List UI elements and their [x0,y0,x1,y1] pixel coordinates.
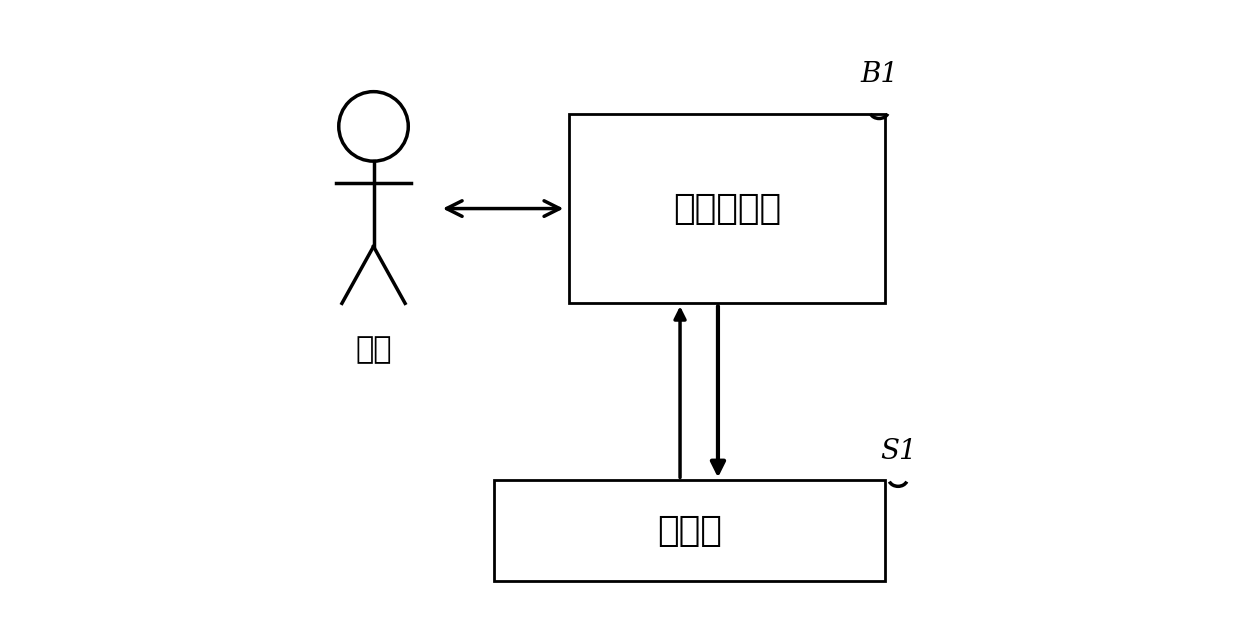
Text: 服务器: 服务器 [657,514,722,548]
Text: 用户: 用户 [356,335,392,364]
Text: B1: B1 [861,61,898,88]
FancyBboxPatch shape [494,480,885,581]
Text: S1: S1 [879,437,916,465]
Text: 客户端设备: 客户端设备 [673,191,781,226]
FancyBboxPatch shape [569,114,885,303]
